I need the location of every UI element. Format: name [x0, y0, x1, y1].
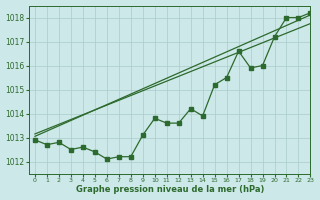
X-axis label: Graphe pression niveau de la mer (hPa): Graphe pression niveau de la mer (hPa) [76, 185, 264, 194]
